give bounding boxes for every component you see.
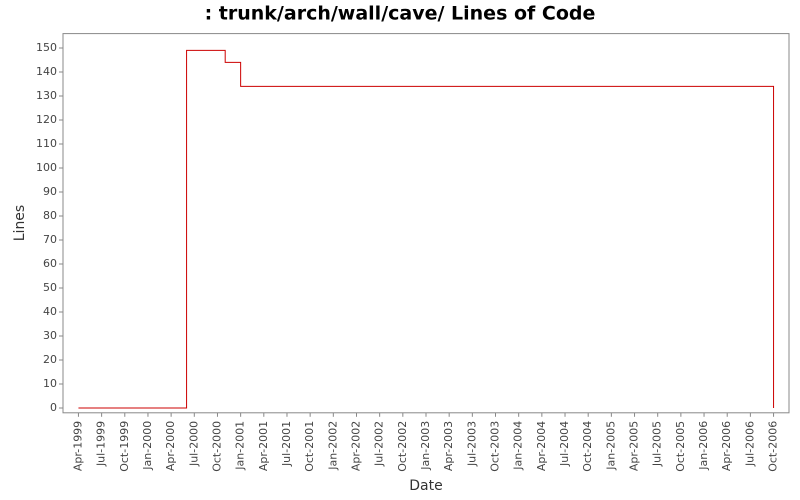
y-tick-label: 140 xyxy=(36,65,57,78)
x-tick-label: Oct-1999 xyxy=(118,421,131,472)
y-tick-label: 110 xyxy=(36,137,57,150)
x-tick-label: Apr-2004 xyxy=(535,421,548,471)
y-tick-label: 50 xyxy=(43,281,57,294)
x-tick-label: Jan-2003 xyxy=(419,421,432,471)
x-tick-label: Jul-2005 xyxy=(651,421,664,467)
y-tick-label: 150 xyxy=(36,41,57,54)
x-tick-label: Jul-2000 xyxy=(187,421,200,467)
x-tick-label: Apr-2002 xyxy=(349,421,362,471)
x-tick-label: Jan-2006 xyxy=(697,421,710,471)
x-tick-label: Apr-2001 xyxy=(257,421,270,471)
x-tick-label: Jan-2004 xyxy=(512,421,525,471)
x-tick-label: Jul-2006 xyxy=(743,421,756,467)
x-tick-label: Jul-2002 xyxy=(373,421,386,467)
x-tick-label: Apr-2003 xyxy=(442,421,455,471)
y-tick-label: 70 xyxy=(43,233,57,246)
x-tick-label: Apr-2005 xyxy=(628,421,641,471)
chart-title: : trunk/arch/wall/cave/ Lines of Code xyxy=(205,3,596,25)
x-tick-label: Jul-2004 xyxy=(558,421,571,467)
x-tick-label: Apr-2000 xyxy=(164,421,177,471)
x-tick-label: Jan-2001 xyxy=(234,421,247,471)
y-tick-label: 40 xyxy=(43,305,57,318)
data-line xyxy=(78,49,775,409)
x-tick-label: Jul-2003 xyxy=(465,421,478,467)
y-tick-label: 30 xyxy=(43,329,57,342)
y-tick-label: 130 xyxy=(36,89,57,102)
x-tick-label: Oct-2002 xyxy=(396,421,409,472)
x-tick-label: Oct-2004 xyxy=(581,421,594,472)
y-tick-label: 10 xyxy=(43,377,57,390)
x-tick-label: Oct-2001 xyxy=(303,421,316,472)
x-tick-label: Apr-1999 xyxy=(71,421,84,471)
y-tick-label: 80 xyxy=(43,209,57,222)
y-tick-label: 100 xyxy=(36,161,57,174)
x-tick-label: Oct-2006 xyxy=(767,421,780,472)
y-tick-label: 0 xyxy=(50,401,57,414)
x-tick-label: Oct-2000 xyxy=(210,421,223,472)
x-tick-label: Oct-2005 xyxy=(674,421,687,472)
plot-area xyxy=(62,33,790,414)
x-tick-label: Apr-2006 xyxy=(720,421,733,471)
x-tick-label: Oct-2003 xyxy=(489,421,502,472)
x-axis-label: Date xyxy=(409,478,442,494)
y-tick-label: 90 xyxy=(43,185,57,198)
y-axis-label: Lines xyxy=(12,205,28,241)
x-tick-label: Jul-1999 xyxy=(95,421,108,467)
y-tick-label: 120 xyxy=(36,113,57,126)
x-tick-label: Jan-2005 xyxy=(604,421,617,471)
y-tick-label: 20 xyxy=(43,353,57,366)
x-tick-label: Jan-2002 xyxy=(326,421,339,471)
x-tick-label: Jul-2001 xyxy=(280,421,293,467)
y-tick-label: 60 xyxy=(43,257,57,270)
x-tick-label: Jan-2000 xyxy=(141,421,154,471)
